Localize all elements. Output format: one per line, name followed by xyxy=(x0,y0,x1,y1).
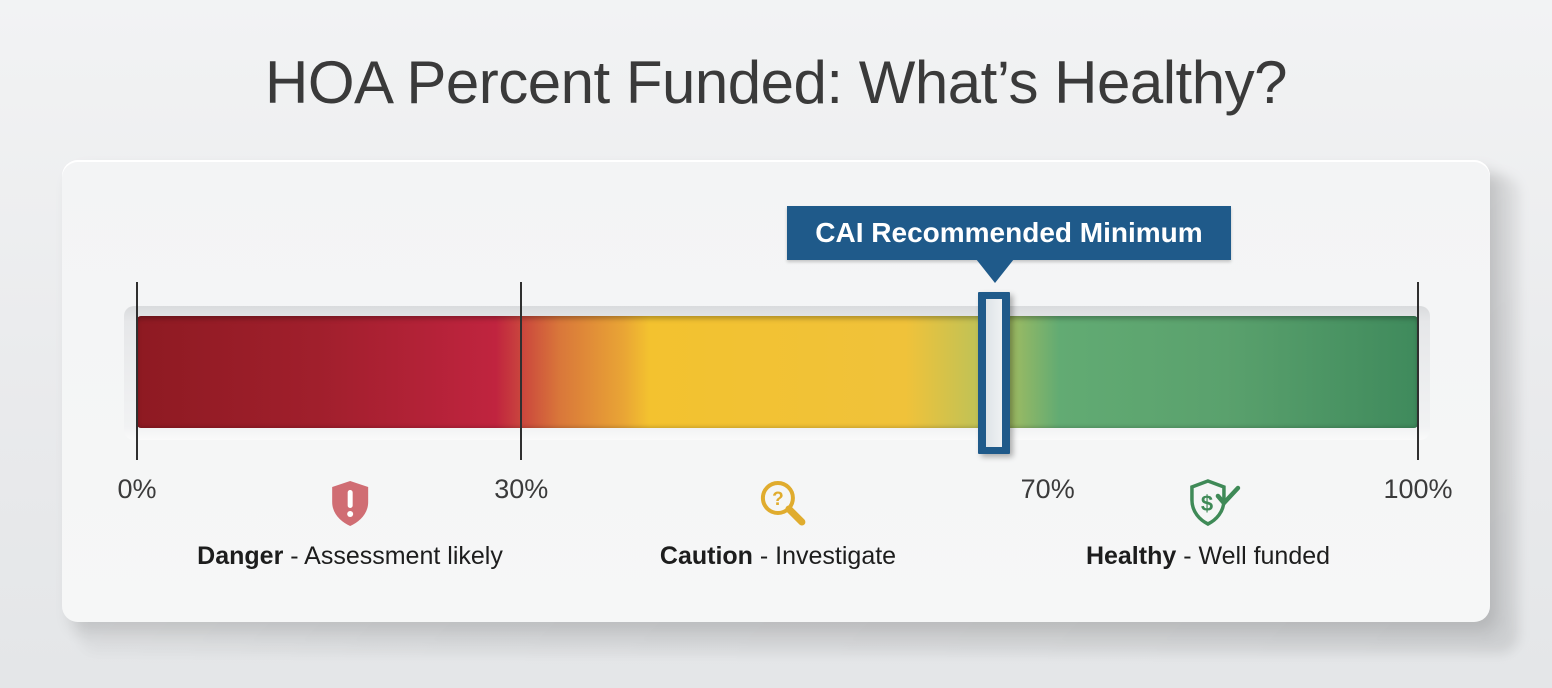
cai-recommended-callout: CAI Recommended Minimum xyxy=(787,206,1231,260)
funding-gradient-bar xyxy=(137,316,1418,428)
tick-line-30 xyxy=(520,282,523,460)
zone-healthy: $ Healthy - Well funded xyxy=(1086,478,1330,571)
zone-danger: Danger - Assessment likely xyxy=(197,478,503,571)
zone-name: Danger xyxy=(197,542,284,570)
zone-name: Caution xyxy=(659,542,753,570)
zone-description: - Investigate xyxy=(759,542,897,570)
magnifier-question-icon: ? xyxy=(756,478,806,528)
zone-caution: ? Caution - Investigate xyxy=(660,478,896,571)
tick-label-0: 0% xyxy=(117,474,157,504)
tick-label-30: 30% xyxy=(494,474,549,504)
shield-exclamation-icon xyxy=(328,478,372,528)
tick-line-0 xyxy=(136,282,138,460)
svg-text:?: ? xyxy=(772,489,784,510)
svg-text:$: $ xyxy=(1201,491,1213,516)
callout-pointer-icon xyxy=(976,259,1014,283)
shield-dollar-check-icon: $ xyxy=(1186,478,1241,528)
zone-description: - Assessment likely xyxy=(290,542,503,570)
tick-label-70: 70% xyxy=(1020,474,1075,504)
zone-name: Healthy xyxy=(1085,542,1177,570)
minimum-marker xyxy=(978,292,1010,454)
tick-label-100: 100% xyxy=(1383,474,1453,504)
chart-title: HOA Percent Funded: What’s Healthy? xyxy=(265,49,1287,116)
callout-label: CAI Recommended Minimum xyxy=(815,217,1203,248)
tick-line-100 xyxy=(1417,282,1419,460)
zone-description: - Well funded xyxy=(1183,542,1331,570)
